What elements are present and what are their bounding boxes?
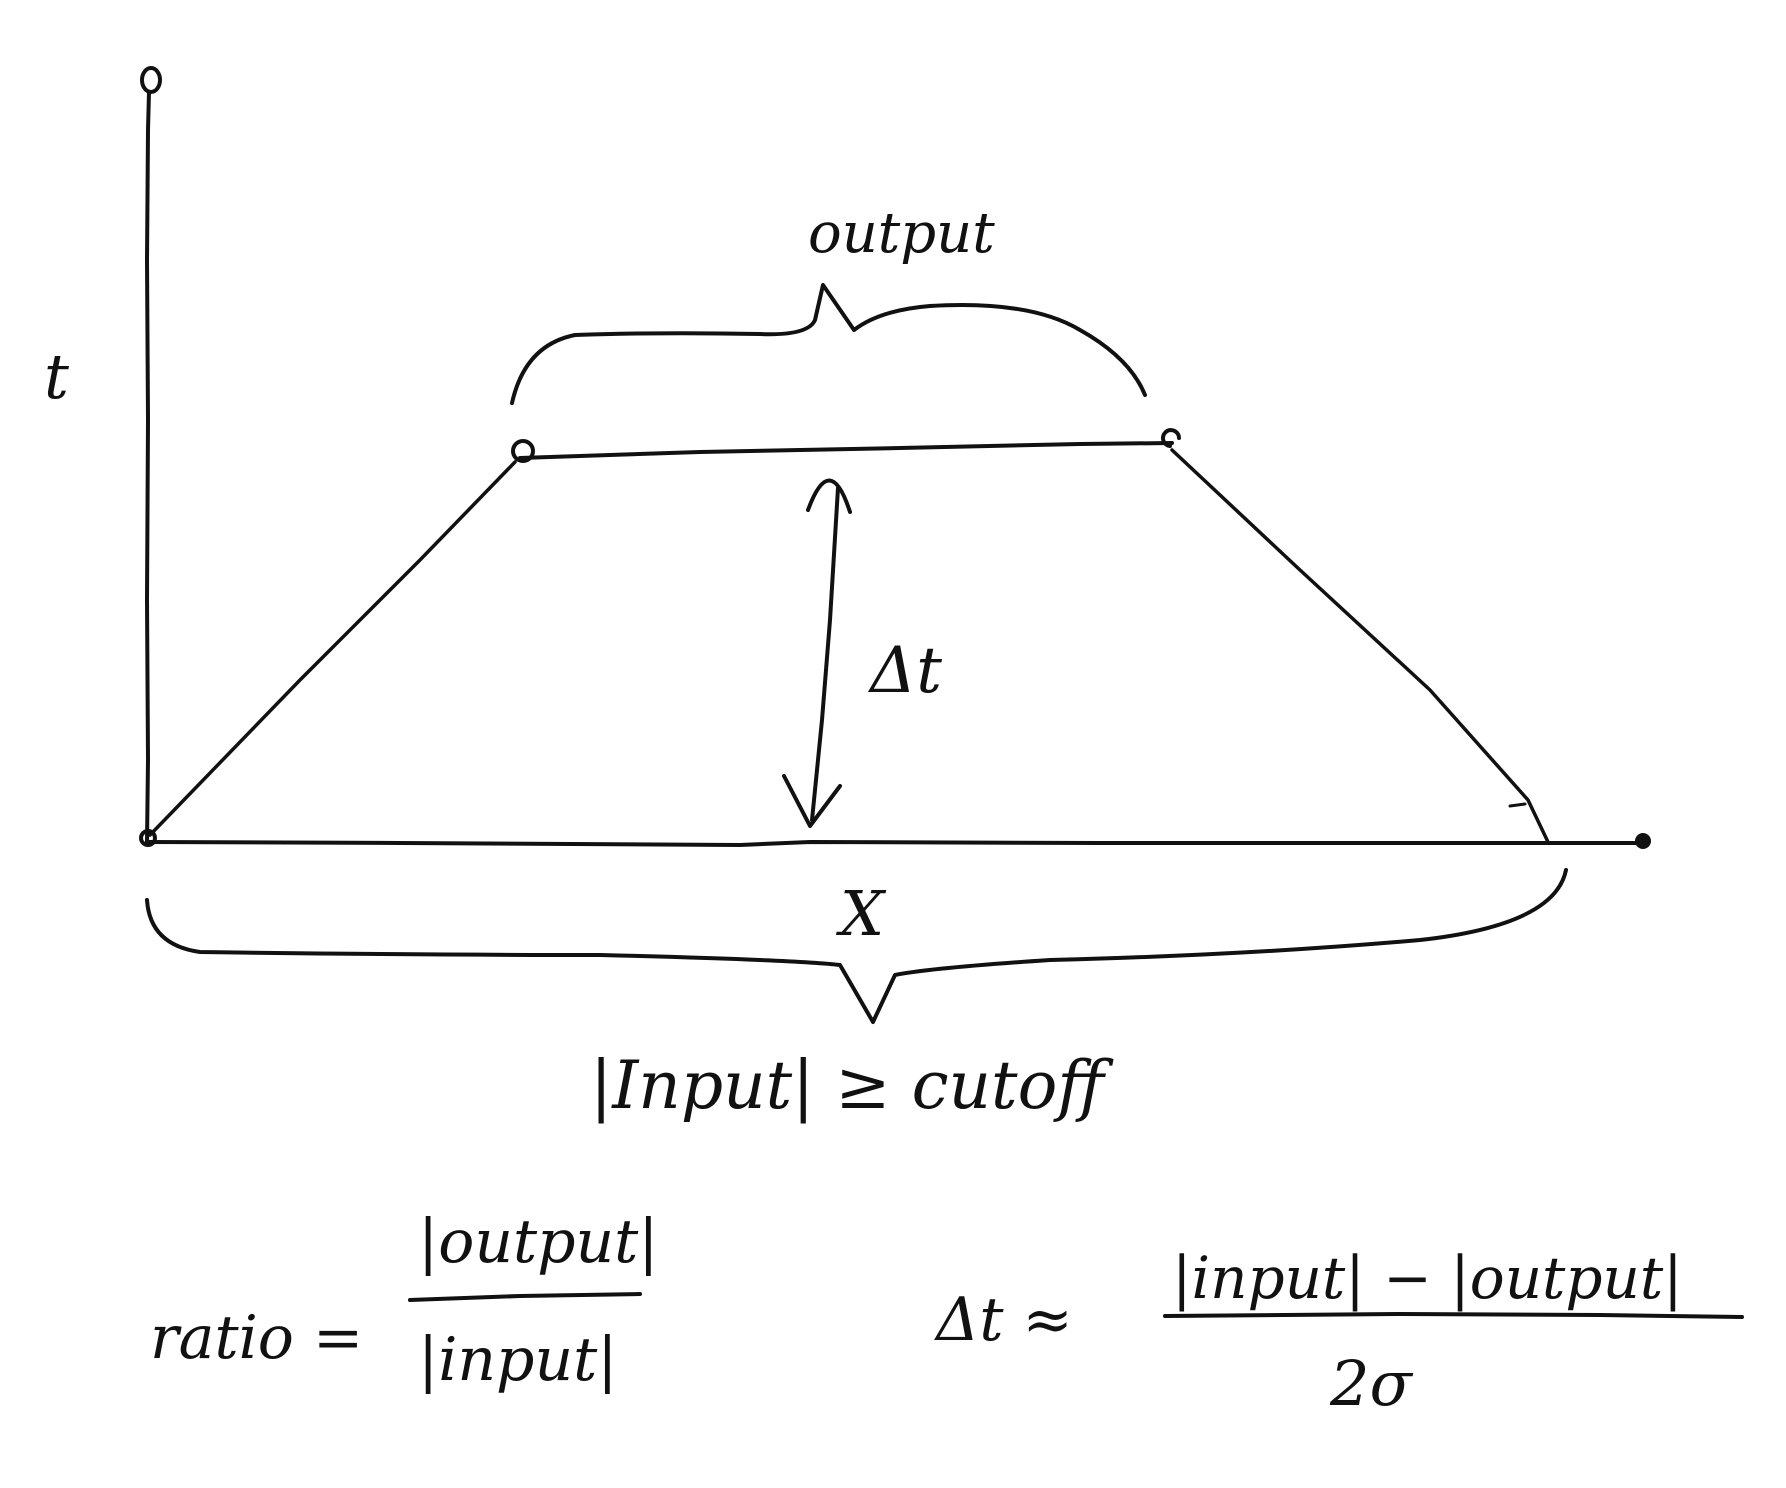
x-axis-label: X [836, 877, 887, 950]
x-axis [145, 840, 1642, 847]
y-axis-end-mark [140, 66, 162, 94]
trapezoid-left-slope [148, 460, 517, 837]
input-brace [145, 868, 1568, 1024]
origin-mark [139, 829, 157, 847]
ratio-numerator: |output| [418, 1207, 658, 1277]
ratio-denominator: |input| [418, 1325, 617, 1395]
dt-fraction-bar [1163, 1312, 1744, 1319]
delta-t-label: Δt [867, 634, 942, 708]
dt-numerator: |input| − |output| [1172, 1244, 1683, 1312]
cutoff-condition: |Input| ≥ cutoff [590, 1047, 1114, 1124]
y-axis [145, 90, 151, 844]
ratio-lhs: ratio = [150, 1303, 363, 1373]
output-label: output [808, 201, 995, 266]
dt-lhs: Δt ≈ [934, 1285, 1073, 1355]
trapezoid-top [518, 441, 1174, 460]
trapezoid-right-slope [1170, 448, 1550, 844]
top-left-vertex-mark [511, 439, 535, 463]
top-right-vertex-mark [1161, 428, 1181, 448]
delta-t-arrow-head-top [806, 478, 852, 514]
ratio-fraction-bar [408, 1292, 642, 1302]
delta-t-arrow-shaft [810, 486, 840, 822]
output-brace [510, 283, 1147, 405]
trapezoid-right-tick [1508, 802, 1527, 808]
x-axis-end-mark [1635, 833, 1651, 849]
delta-t-arrow-head-bottom [782, 774, 842, 828]
dt-denominator: 2σ [1329, 1347, 1413, 1420]
y-axis-label: t [44, 340, 69, 413]
